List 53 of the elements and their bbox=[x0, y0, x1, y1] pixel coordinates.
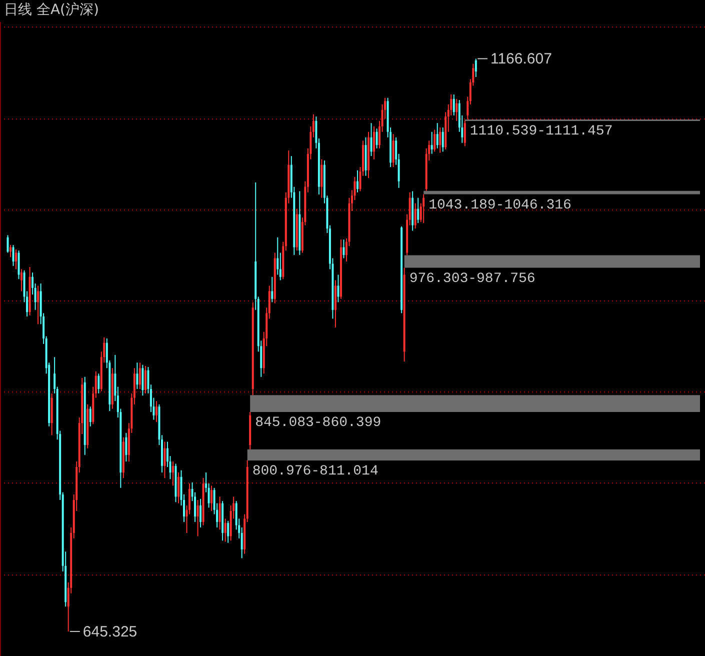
band-label: 800.976-811.014 bbox=[252, 463, 378, 480]
candlestick bbox=[373, 126, 376, 160]
candlestick bbox=[442, 126, 444, 152]
candlestick bbox=[227, 520, 230, 544]
candlestick bbox=[452, 94, 455, 116]
candlestick bbox=[196, 499, 199, 537]
candlestick bbox=[172, 461, 174, 486]
candlestick bbox=[392, 134, 394, 168]
candlestick bbox=[142, 364, 144, 396]
candlestick bbox=[12, 244, 14, 266]
candlestick bbox=[10, 244, 12, 258]
chart-title: 日线 全A(沪深) bbox=[4, 2, 99, 18]
candlestick bbox=[370, 122, 372, 157]
candlestick bbox=[430, 131, 433, 154]
candlestick bbox=[177, 472, 180, 504]
candlestick bbox=[434, 129, 436, 152]
annotation: 645.325 bbox=[82, 623, 138, 640]
band-label: 976.303-987.756 bbox=[409, 270, 536, 287]
candlestick bbox=[15, 248, 18, 270]
text: 1166.607 bbox=[490, 50, 552, 68]
candlestick bbox=[6, 234, 9, 254]
candlestick bbox=[320, 158, 323, 198]
candlestick bbox=[37, 285, 40, 325]
candlestick bbox=[200, 498, 202, 528]
ref-line-label: 1110.539-1111.457 bbox=[470, 123, 613, 140]
band-label: 845.083-860.399 bbox=[255, 414, 382, 431]
candlestick bbox=[20, 268, 23, 292]
candlestick bbox=[89, 406, 92, 427]
candlestick bbox=[422, 194, 425, 224]
candlestick bbox=[439, 126, 442, 154]
candlestick bbox=[125, 432, 128, 462]
candlestick bbox=[337, 274, 340, 303]
candlestick bbox=[271, 276, 274, 303]
candlestick bbox=[417, 197, 420, 224]
candlestick bbox=[136, 362, 138, 390]
candlestick bbox=[456, 98, 458, 122]
candlestick bbox=[18, 250, 20, 280]
candlestick bbox=[436, 122, 438, 149]
candlestick bbox=[138, 362, 141, 390]
candlestick bbox=[414, 202, 416, 230]
candlestick bbox=[210, 485, 213, 512]
candlestick bbox=[464, 120, 466, 147]
candlestick bbox=[98, 373, 100, 394]
candlestick bbox=[342, 239, 345, 259]
candlestick bbox=[144, 365, 146, 394]
band-label: 1043.189-1046.316 bbox=[428, 197, 572, 214]
candlestick bbox=[155, 400, 158, 422]
candlestick bbox=[164, 441, 166, 478]
candlestick bbox=[356, 170, 358, 193]
candlestick bbox=[376, 128, 378, 149]
candlestick bbox=[218, 496, 221, 530]
candlestick bbox=[474, 58, 477, 78]
candlestick bbox=[224, 518, 226, 542]
